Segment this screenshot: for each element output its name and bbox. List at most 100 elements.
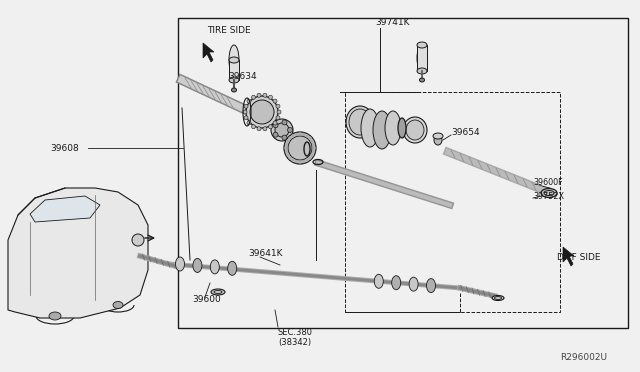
Ellipse shape bbox=[276, 116, 280, 120]
Ellipse shape bbox=[406, 120, 424, 140]
Ellipse shape bbox=[392, 276, 401, 290]
Ellipse shape bbox=[250, 100, 274, 124]
Bar bbox=[417, 45, 427, 71]
Ellipse shape bbox=[243, 110, 247, 114]
Ellipse shape bbox=[398, 118, 406, 138]
Ellipse shape bbox=[310, 154, 314, 157]
Ellipse shape bbox=[244, 104, 248, 108]
Ellipse shape bbox=[286, 140, 289, 142]
Ellipse shape bbox=[113, 301, 123, 308]
Ellipse shape bbox=[286, 154, 289, 157]
Polygon shape bbox=[203, 43, 214, 62]
Ellipse shape bbox=[263, 93, 267, 97]
Ellipse shape bbox=[419, 78, 424, 82]
Ellipse shape bbox=[244, 116, 248, 120]
Text: R296002U: R296002U bbox=[560, 353, 607, 362]
Ellipse shape bbox=[288, 136, 312, 160]
Ellipse shape bbox=[295, 133, 298, 136]
Ellipse shape bbox=[417, 42, 427, 48]
Text: 39741K: 39741K bbox=[375, 17, 410, 26]
Ellipse shape bbox=[132, 234, 144, 246]
Text: DIFF SIDE: DIFF SIDE bbox=[557, 253, 600, 263]
Ellipse shape bbox=[282, 120, 287, 125]
Ellipse shape bbox=[285, 150, 288, 153]
Ellipse shape bbox=[275, 123, 289, 137]
Ellipse shape bbox=[433, 133, 443, 139]
Text: 39600F: 39600F bbox=[533, 177, 563, 186]
Ellipse shape bbox=[349, 109, 371, 135]
Ellipse shape bbox=[285, 147, 287, 150]
Ellipse shape bbox=[291, 158, 294, 161]
Ellipse shape bbox=[417, 68, 427, 74]
Ellipse shape bbox=[277, 110, 281, 114]
Ellipse shape bbox=[273, 121, 277, 125]
Ellipse shape bbox=[49, 312, 61, 320]
Ellipse shape bbox=[305, 134, 308, 137]
Ellipse shape bbox=[247, 121, 251, 125]
Ellipse shape bbox=[302, 133, 305, 136]
Ellipse shape bbox=[175, 257, 184, 271]
Ellipse shape bbox=[310, 140, 314, 142]
Ellipse shape bbox=[284, 132, 316, 164]
Ellipse shape bbox=[308, 156, 312, 159]
Ellipse shape bbox=[541, 189, 557, 198]
Ellipse shape bbox=[232, 88, 237, 92]
Text: 39752X: 39752X bbox=[533, 192, 564, 201]
Ellipse shape bbox=[361, 109, 379, 147]
Ellipse shape bbox=[298, 132, 301, 135]
Ellipse shape bbox=[312, 147, 316, 150]
Text: 39608: 39608 bbox=[50, 144, 79, 153]
Polygon shape bbox=[563, 247, 574, 266]
Ellipse shape bbox=[257, 127, 261, 131]
Ellipse shape bbox=[247, 99, 251, 103]
Ellipse shape bbox=[229, 77, 239, 83]
Ellipse shape bbox=[285, 143, 288, 146]
Ellipse shape bbox=[273, 123, 278, 128]
Ellipse shape bbox=[252, 125, 255, 129]
Ellipse shape bbox=[374, 274, 383, 288]
Text: 39600: 39600 bbox=[192, 295, 221, 305]
Ellipse shape bbox=[312, 143, 315, 146]
Text: 39634: 39634 bbox=[228, 71, 257, 80]
Ellipse shape bbox=[302, 160, 305, 163]
Ellipse shape bbox=[346, 106, 374, 138]
Ellipse shape bbox=[289, 137, 292, 140]
Ellipse shape bbox=[273, 99, 277, 103]
Ellipse shape bbox=[269, 95, 273, 99]
Ellipse shape bbox=[305, 158, 308, 161]
Ellipse shape bbox=[426, 279, 435, 293]
Text: TIRE SIDE: TIRE SIDE bbox=[207, 26, 251, 35]
Ellipse shape bbox=[312, 150, 315, 153]
Text: 39641K: 39641K bbox=[248, 250, 282, 259]
Ellipse shape bbox=[403, 117, 427, 143]
Ellipse shape bbox=[409, 277, 418, 291]
Ellipse shape bbox=[282, 135, 287, 140]
Ellipse shape bbox=[257, 93, 261, 97]
Ellipse shape bbox=[385, 111, 401, 145]
Ellipse shape bbox=[229, 57, 239, 63]
Polygon shape bbox=[30, 196, 100, 222]
Ellipse shape bbox=[263, 127, 267, 131]
Ellipse shape bbox=[193, 259, 202, 272]
Bar bbox=[178, 18, 628, 328]
Ellipse shape bbox=[252, 95, 255, 99]
Ellipse shape bbox=[228, 261, 237, 275]
Ellipse shape bbox=[211, 289, 225, 295]
Ellipse shape bbox=[434, 135, 442, 145]
Text: 39654: 39654 bbox=[451, 128, 479, 137]
Ellipse shape bbox=[289, 156, 292, 159]
Ellipse shape bbox=[287, 128, 292, 132]
Ellipse shape bbox=[269, 125, 273, 129]
Ellipse shape bbox=[298, 160, 301, 164]
Ellipse shape bbox=[373, 111, 391, 149]
Ellipse shape bbox=[229, 45, 239, 75]
Text: SEC.380
(38342): SEC.380 (38342) bbox=[278, 328, 313, 347]
Ellipse shape bbox=[291, 134, 294, 137]
Ellipse shape bbox=[211, 260, 220, 274]
Ellipse shape bbox=[492, 295, 504, 301]
Ellipse shape bbox=[308, 137, 312, 140]
Bar bbox=[229, 60, 239, 80]
Ellipse shape bbox=[295, 160, 298, 163]
Ellipse shape bbox=[276, 104, 280, 108]
Ellipse shape bbox=[273, 132, 278, 137]
